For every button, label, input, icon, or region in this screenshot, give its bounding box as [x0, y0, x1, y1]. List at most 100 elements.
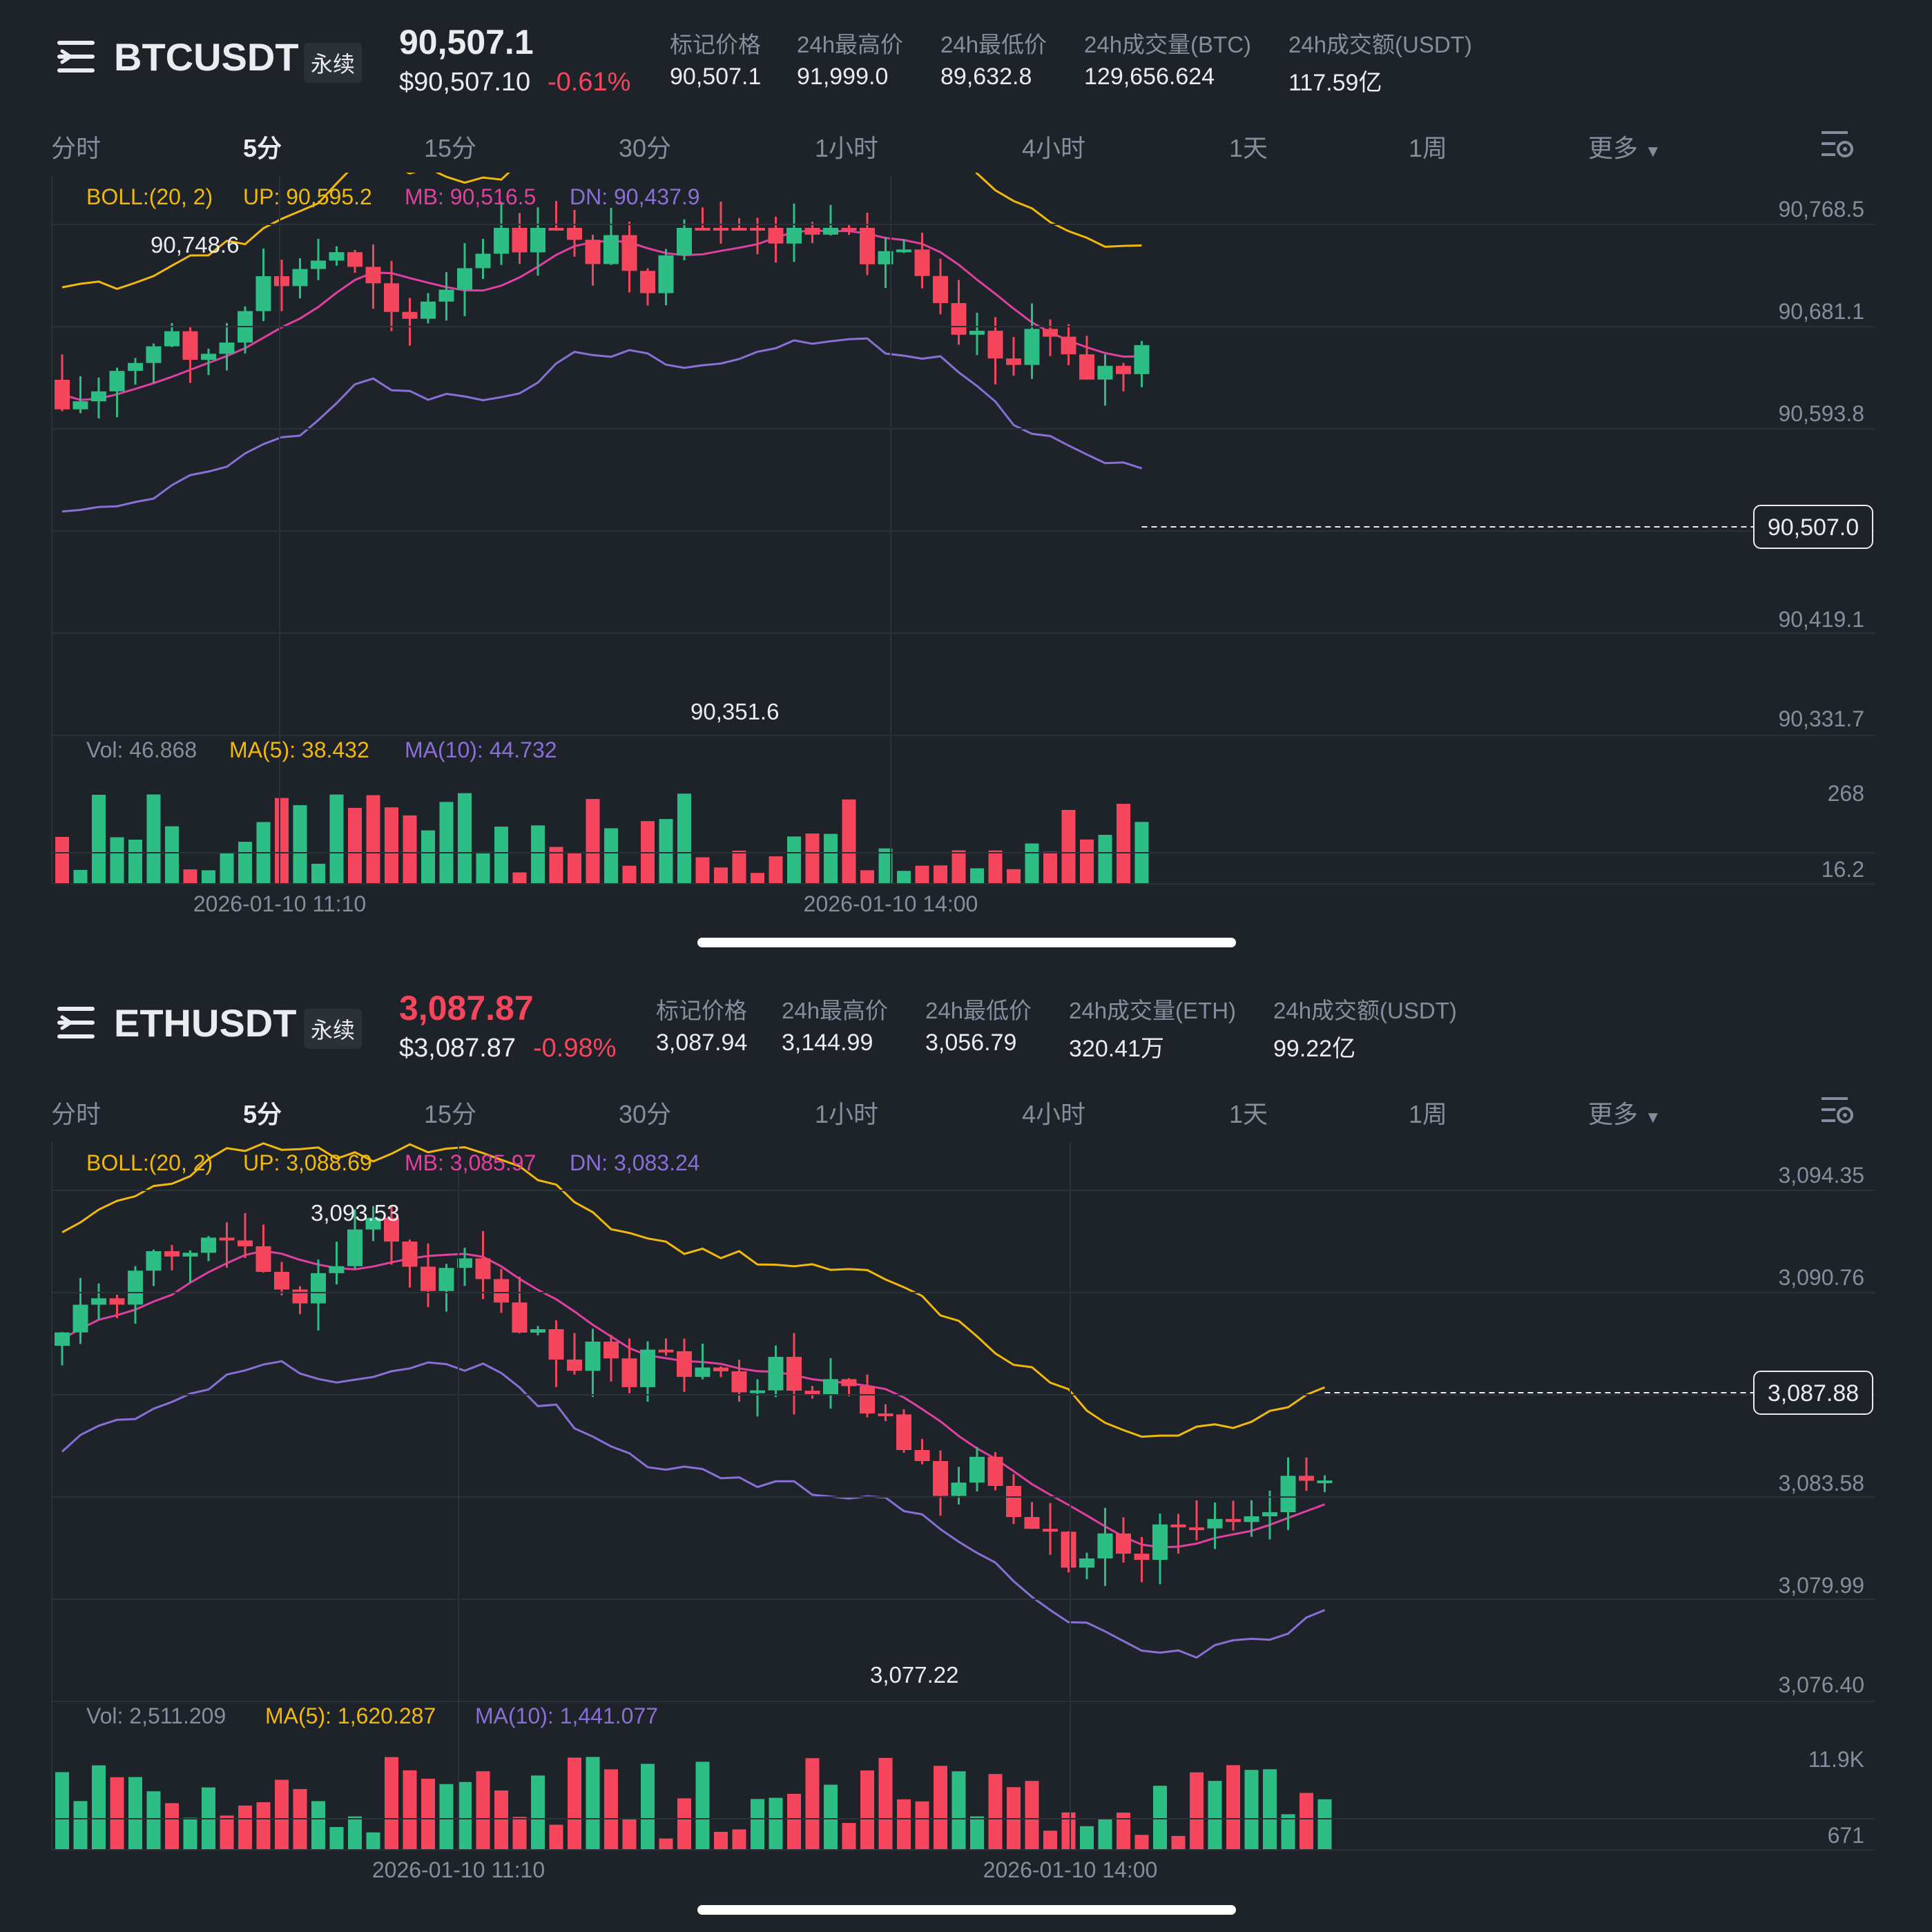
volume-bar — [238, 842, 252, 884]
eth-chart-panel: ETHUSDT 永续 3,087.87 $3,087.87 -0.98% 标记价… — [0, 966, 1932, 1932]
volume-bar — [146, 1791, 161, 1850]
eth-kline-chart[interactable]: BOLL:(20, 2) UP: 3,088.69 MB: 3,085.97 D… — [0, 1139, 1932, 1898]
volume-bar — [1025, 843, 1039, 884]
volume-bar — [549, 847, 563, 884]
tab-4h[interactable]: 4小时 — [1022, 134, 1086, 162]
high-mark: 90,748.6 — [151, 232, 239, 258]
btc-kline-chart[interactable]: BOLL:(20, 2) UP: 90,595.2 MB: 90,516.5 D… — [0, 173, 1932, 932]
tab-more[interactable]: 更多 ▼ — [1588, 128, 1661, 164]
menu-lines-icon[interactable] — [57, 36, 98, 77]
volume-bar — [476, 1771, 490, 1850]
volume-bar — [1226, 1765, 1240, 1850]
tab-4h[interactable]: 4小时 — [1022, 1100, 1086, 1128]
volume-bar — [220, 1815, 234, 1850]
volume-bar — [421, 1779, 435, 1850]
volume-bar — [366, 795, 380, 884]
volume-bar — [1061, 809, 1076, 884]
vol-axis-label: 16.2 — [1822, 857, 1864, 882]
volume-bar — [1281, 1814, 1295, 1850]
volume-bar — [55, 837, 69, 884]
stat-value-mark: 3,087.94 — [656, 1030, 748, 1056]
volume-bar — [824, 833, 838, 884]
volume-bar — [549, 1824, 563, 1850]
boll-mb-value: MB: 90,516.5 — [405, 184, 536, 209]
volume-bar — [677, 1798, 691, 1850]
volume-bar — [1190, 1772, 1204, 1850]
tab-1h[interactable]: 1小时 — [815, 134, 879, 162]
volume-bar — [165, 826, 179, 884]
boll-mb-line — [61, 229, 1142, 401]
volume-bar — [604, 1769, 618, 1850]
tab-5m[interactable]: 5分 — [243, 1100, 282, 1128]
tab-more[interactable]: 更多 ▼ — [1588, 1094, 1661, 1130]
boll-label: BOLL:(20, 2) — [86, 184, 213, 209]
stat-label-high: 24h最高价 — [797, 32, 904, 57]
volume-bar — [988, 1774, 1003, 1850]
price-axis-label: 3,090.76 — [1778, 1265, 1864, 1290]
volume-bar — [531, 825, 545, 884]
volume-bar — [348, 1816, 362, 1850]
volume-bar — [769, 856, 783, 884]
tab-timeline[interactable]: 分时 — [51, 1100, 102, 1128]
contract-badge: 永续 — [304, 43, 363, 83]
volume-bar — [659, 819, 673, 884]
volume-bar — [769, 1797, 783, 1850]
volume-bar — [970, 1816, 984, 1850]
volume-bar — [878, 848, 893, 884]
volume-bar — [1263, 1769, 1277, 1850]
volume-bar — [732, 1829, 746, 1850]
usd-price: $3,087.87 — [399, 1034, 516, 1063]
tab-1h[interactable]: 1小时 — [815, 1100, 879, 1128]
tab-1d[interactable]: 1天 — [1229, 1100, 1268, 1128]
tab-1w[interactable]: 1周 — [1409, 1100, 1448, 1128]
boll-mb-line — [61, 1250, 1326, 1549]
tab-30m[interactable]: 30分 — [619, 134, 672, 162]
vol-ma10: MA(10): 1,441.077 — [475, 1703, 658, 1728]
chart-settings-icon[interactable] — [1820, 128, 1855, 160]
volume-bar — [458, 1781, 472, 1850]
volume-bar — [1117, 1813, 1130, 1850]
stat-value-mark: 90,507.1 — [670, 64, 762, 90]
last-price: 90,507.1 — [399, 23, 534, 61]
symbol-title[interactable]: ETHUSDT — [114, 1001, 297, 1045]
price-axis-label: 90,681.1 — [1778, 299, 1864, 324]
chart-settings-icon[interactable] — [1820, 1094, 1855, 1126]
boll-up-value: UP: 3,088.69 — [243, 1150, 372, 1175]
tab-1w[interactable]: 1周 — [1409, 134, 1448, 162]
stat-value-low: 3,056.79 — [925, 1030, 1017, 1056]
volume-bar — [1043, 1830, 1057, 1850]
volume-bar — [586, 799, 600, 884]
contract-badge: 永续 — [304, 1009, 363, 1049]
boll-mb-value: MB: 3,085.97 — [405, 1150, 536, 1175]
tab-30m[interactable]: 30分 — [619, 1100, 672, 1128]
tab-1d[interactable]: 1天 — [1229, 134, 1268, 162]
scroll-handle[interactable] — [697, 938, 1236, 947]
tab-more-label: 更多 — [1588, 1100, 1639, 1128]
stat-value-turnover: 117.59亿 — [1288, 70, 1382, 96]
volume-bar — [275, 798, 289, 884]
volume-bar — [568, 1757, 581, 1850]
stat-label-volume: 24h成交量(ETH) — [1069, 998, 1237, 1023]
time-axis-label: 2026-01-10 11:10 — [372, 1857, 545, 1882]
time-axis-label: 2026-01-10 14:00 — [804, 891, 978, 916]
price-axis-label: 90,331.7 — [1778, 706, 1864, 731]
menu-lines-icon[interactable] — [57, 1002, 98, 1043]
tab-5m[interactable]: 5分 — [243, 134, 282, 162]
volume-bar — [604, 828, 618, 884]
stat-label-turnover: 24h成交额(USDT) — [1288, 32, 1472, 57]
tab-15m[interactable]: 15分 — [424, 1100, 477, 1128]
volume-bar — [1061, 1812, 1076, 1850]
volume-bar — [494, 827, 508, 884]
volume-bar — [531, 1775, 545, 1850]
volume-bar — [951, 850, 966, 884]
tab-timeline[interactable]: 分时 — [51, 134, 102, 162]
symbol-title[interactable]: BTCUSDT — [114, 35, 299, 79]
scroll-handle[interactable] — [697, 1905, 1236, 1915]
stat-value-volume: 320.41万 — [1069, 1036, 1164, 1062]
tab-15m[interactable]: 15分 — [424, 134, 477, 162]
volume-bar — [1300, 1793, 1313, 1850]
volume-bar — [988, 850, 1003, 884]
volume-bar — [934, 865, 947, 884]
vol-axis-label: 268 — [1828, 781, 1864, 806]
volume-bar — [348, 808, 362, 884]
